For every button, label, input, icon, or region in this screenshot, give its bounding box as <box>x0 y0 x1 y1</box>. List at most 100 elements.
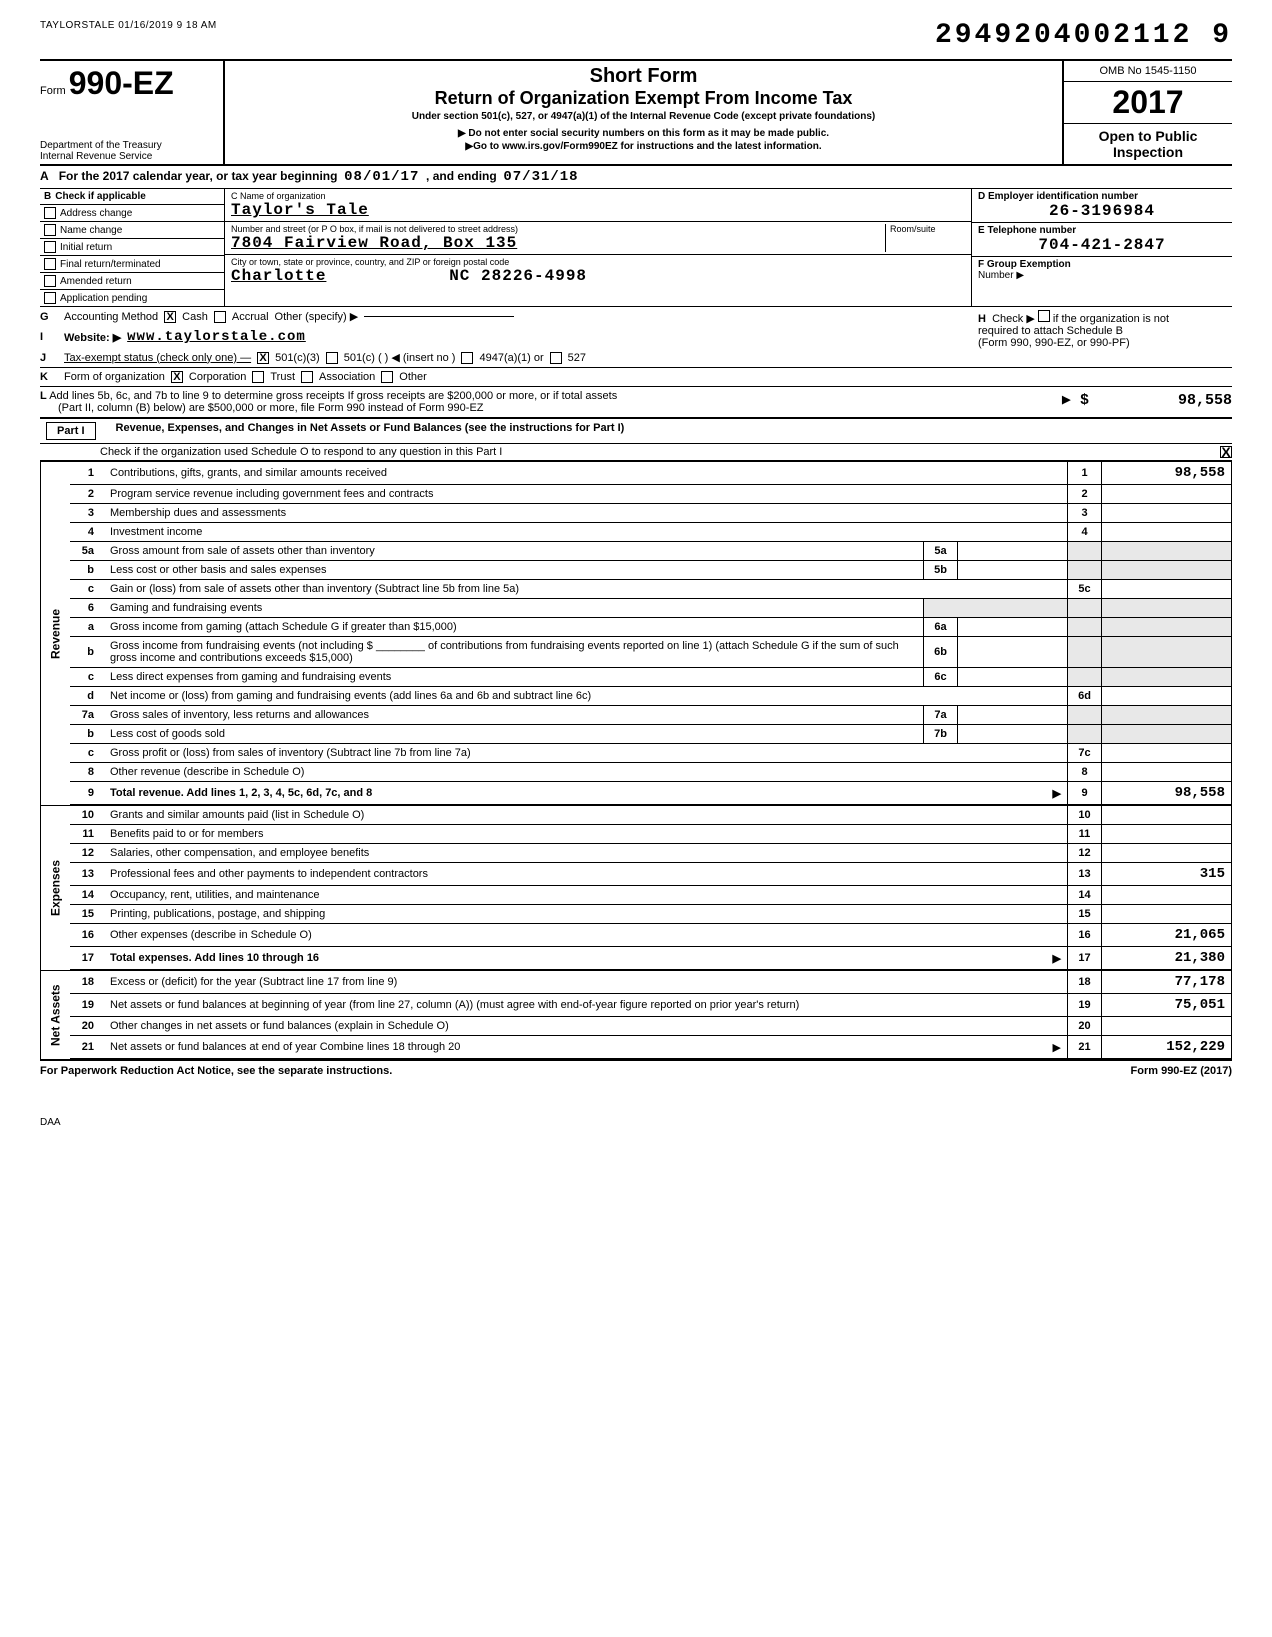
gross-receipts: 98,558 <box>1178 392 1232 409</box>
accounting-method-label: Accounting Method <box>64 311 158 323</box>
checkbox-amended[interactable] <box>44 275 56 287</box>
org-name: Taylor's Tale <box>231 201 965 219</box>
table-row: 19Net assets or fund balances at beginni… <box>70 994 1232 1017</box>
telephone: 704-421-2847 <box>978 236 1226 254</box>
website: www.taylorstale.com <box>127 329 306 345</box>
table-row: 14Occupancy, rent, utilities, and mainte… <box>70 886 1232 905</box>
amended-label: Amended return <box>60 276 132 287</box>
daa-label: DAA <box>40 1117 1232 1128</box>
col-d: D Employer identification number 26-3196… <box>972 189 1232 306</box>
pending-label: Application pending <box>60 293 147 304</box>
table-row: bGross income from fundraising events (n… <box>70 637 1232 668</box>
table-row: dNet income or (loss) from gaming and fu… <box>70 687 1232 706</box>
department: Department of the Treasury Internal Reve… <box>40 140 162 162</box>
table-row: 1Contributions, gifts, grants, and simil… <box>70 462 1232 485</box>
form-number: 990-EZ <box>69 65 174 101</box>
title-cell: Short Form Return of Organization Exempt… <box>225 61 1062 164</box>
open-label: Open to Public <box>1068 128 1228 144</box>
checkbox-pending[interactable] <box>44 292 56 304</box>
table-row: cLess direct expenses from gaming and fu… <box>70 668 1232 687</box>
form-title: Return of Organization Exempt From Incom… <box>435 88 853 109</box>
form-prefix: Form <box>40 85 66 97</box>
checkbox-other-org[interactable] <box>381 371 393 383</box>
checkbox-corporation[interactable]: X <box>171 371 183 383</box>
address: 7804 Fairview Road, Box 135 <box>231 234 885 252</box>
group-exemption-label: F Group Exemption <box>978 259 1226 270</box>
group-number-label: Number ▶ <box>978 270 1226 281</box>
checkbox-schedule-o[interactable]: X <box>1220 446 1232 458</box>
paperwork-notice: For Paperwork Reduction Act Notice, see … <box>40 1065 392 1077</box>
net-assets-section-label: Net Assets <box>40 970 70 1059</box>
part-1-label: Part I <box>46 422 96 440</box>
h-text3: (Form 990, 990-EZ, or 990-PF) <box>978 337 1226 349</box>
table-row: 4Investment income4 <box>70 523 1232 542</box>
checkbox-address-change[interactable] <box>44 207 56 219</box>
name-change-label: Name change <box>60 225 122 236</box>
year-cell: OMB No 1545-1150 2017 Open to Public Ins… <box>1062 61 1232 164</box>
accrual-label: Accrual <box>232 311 269 323</box>
other-org-label: Other <box>399 371 427 383</box>
final-return-label: Final return/terminated <box>60 259 161 270</box>
inspection-label: Inspection <box>1068 144 1228 160</box>
form-of-org-label: Form of organization <box>64 371 165 383</box>
line-l-arrow: ▶ $ <box>1062 392 1089 409</box>
table-row: 11Benefits paid to or for members11 <box>70 825 1232 844</box>
city: Charlotte <box>231 267 326 285</box>
timestamp: TAYLORSTALE 01/16/2019 9 18 AM <box>40 20 217 31</box>
checkbox-501c3[interactable]: X <box>257 352 269 364</box>
table-row: cGross profit or (loss) from sales of in… <box>70 744 1232 763</box>
line-l-text1: Add lines 5b, 6c, and 7b to line 9 to de… <box>49 390 617 402</box>
revenue-table: 1Contributions, gifts, grants, and simil… <box>70 461 1232 805</box>
table-row: 20Other changes in net assets or fund ba… <box>70 1017 1232 1036</box>
room-label: Room/suite <box>890 224 965 234</box>
checkbox-527[interactable] <box>550 352 562 364</box>
table-row: aGross income from gaming (attach Schedu… <box>70 618 1232 637</box>
checkbox-initial-return[interactable] <box>44 241 56 253</box>
table-row: 12Salaries, other compensation, and empl… <box>70 844 1232 863</box>
tax-year: 2017 <box>1064 82 1232 124</box>
h-check-label: Check ▶ <box>992 313 1035 325</box>
table-row: 21Net assets or fund balances at end of … <box>70 1036 1232 1059</box>
website-label: Website: ▶ <box>64 331 121 344</box>
line-a: A For the 2017 calendar year, or tax yea… <box>40 166 1232 189</box>
table-row: bLess cost or other basis and sales expe… <box>70 561 1232 580</box>
table-row: 10Grants and similar amounts paid (list … <box>70 806 1232 825</box>
other-method-label: Other (specify) ▶ <box>275 310 359 323</box>
tax-exempt-label: Tax-exempt status (check only one) — <box>64 352 251 364</box>
checkbox-4947[interactable] <box>461 352 473 364</box>
527-label: 527 <box>568 352 586 364</box>
org-name-label: C Name of organization <box>231 191 965 201</box>
checkbox-schedule-b[interactable] <box>1038 310 1050 322</box>
checkbox-name-change[interactable] <box>44 224 56 236</box>
col-c: C Name of organization Taylor's Tale Num… <box>225 189 972 306</box>
city-label: City or town, state or province, country… <box>231 257 965 267</box>
revenue-section-label: Revenue <box>40 461 70 805</box>
table-row: bLess cost of goods sold7b <box>70 725 1232 744</box>
document-number: 2949204002112 9 <box>935 20 1232 51</box>
short-form-label: Short Form <box>590 65 698 88</box>
table-row: 8Other revenue (describe in Schedule O)8 <box>70 763 1232 782</box>
tax-year-begin: 08/01/17 <box>344 169 419 185</box>
4947-label: 4947(a)(1) or <box>479 352 543 364</box>
col-b: BCheck if applicable Address change Name… <box>40 189 225 306</box>
h-text1: if the organization is not <box>1053 313 1169 325</box>
checkbox-association[interactable] <box>301 371 313 383</box>
form-warning-1: ▶ Do not enter social security numbers o… <box>458 128 829 139</box>
checkbox-501c[interactable] <box>326 352 338 364</box>
501c3-label: 501(c)(3) <box>275 352 320 364</box>
net-assets-table: 18Excess or (deficit) for the year (Subt… <box>70 970 1232 1059</box>
checkbox-accrual[interactable] <box>214 311 226 323</box>
expenses-table: 10Grants and similar amounts paid (list … <box>70 805 1232 970</box>
checkbox-final-return[interactable] <box>44 258 56 270</box>
checkbox-trust[interactable] <box>252 371 264 383</box>
schedule-o-text: Check if the organization used Schedule … <box>100 446 502 458</box>
form-warning-2: ▶Go to www.irs.gov/Form990EZ for instruc… <box>465 141 821 152</box>
trust-label: Trust <box>270 371 295 383</box>
address-change-label: Address change <box>60 208 132 219</box>
form-id-cell: Form 990-EZ Department of the Treasury I… <box>40 61 225 164</box>
check-if-applicable: Check if applicable <box>55 191 146 202</box>
checkbox-cash[interactable]: X <box>164 311 176 323</box>
form-subtitle: Under section 501(c), 527, or 4947(a)(1)… <box>412 111 875 122</box>
omb-number: OMB No 1545-1150 <box>1064 61 1232 82</box>
expenses-section-label: Expenses <box>40 805 70 970</box>
